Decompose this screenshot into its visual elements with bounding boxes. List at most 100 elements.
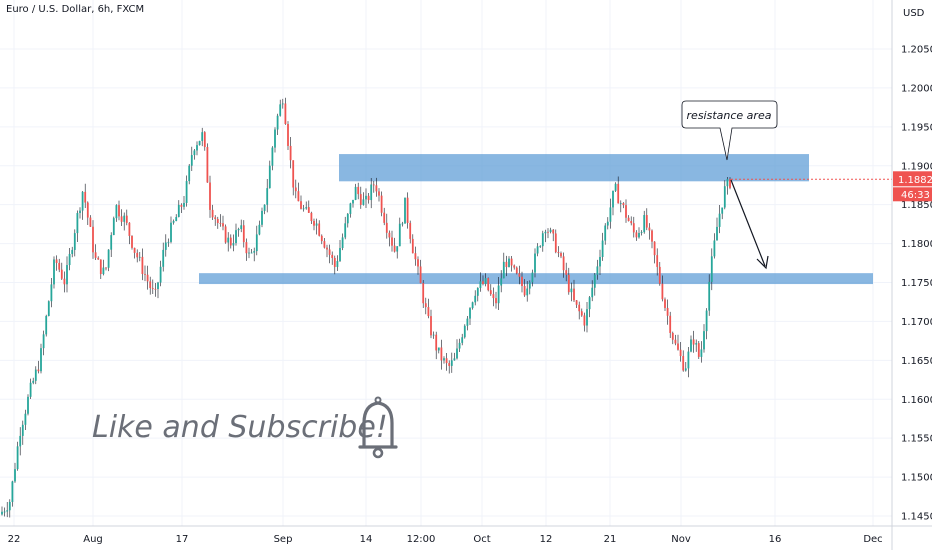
candle-body [565,270,568,275]
x-tick-label: 21 [604,534,617,545]
candle-body [73,233,76,250]
candle [323,238,326,249]
resistance-zone[interactable] [339,154,809,182]
resistance-callout[interactable]: resistance area [681,100,778,161]
candle [521,271,523,293]
candle-body [640,232,643,233]
arrow-head-icon [756,255,769,270]
candle-body [16,446,19,470]
candle [588,296,591,318]
candle-body [580,311,583,316]
y-tick-label: 1.16000 [901,395,932,406]
candle [580,308,583,317]
candle [456,339,458,360]
candle [240,219,243,233]
candle-body [11,481,14,502]
candle-body [721,207,724,214]
candle [614,182,617,192]
candle [411,234,414,254]
candle-body [461,337,464,343]
candle-body [367,195,370,201]
candle [385,213,388,239]
candle-body [320,235,323,242]
candle-body [339,248,341,262]
candle-body [544,231,547,234]
candle-body [331,254,334,258]
candle-body [710,256,713,282]
candle-body [669,315,672,333]
candle-body [630,221,633,224]
candle [81,191,84,220]
x-tick-label: Dec [863,534,882,545]
candle-body [34,369,37,381]
candle [391,230,393,252]
candle-body [263,204,266,211]
candle-body [144,273,146,275]
y-tick-label: 1.17000 [901,317,932,328]
last-price-tag [893,171,932,187]
candle [708,274,711,316]
candle [630,216,633,226]
candle [8,499,11,518]
candle-body [697,343,700,357]
candle [469,307,471,326]
candle-body [105,267,107,269]
candle [42,330,45,356]
bell-clapper [372,447,384,459]
candle [245,238,248,261]
candle [172,219,175,225]
candle-body [190,155,193,166]
candle-body [271,147,274,166]
candle [73,229,76,257]
candle [643,210,646,234]
candle-body [45,315,48,335]
candle-body [240,225,243,229]
candle-body [606,221,609,226]
candle-body [123,215,126,222]
candle-body [50,284,53,302]
candle [729,177,731,190]
candle-body [336,261,339,267]
candle [92,220,94,259]
candle [554,229,557,254]
candle-body [237,228,240,231]
candle [359,186,362,209]
candle-body [66,265,68,285]
candle [370,178,373,209]
support-zone[interactable] [199,273,873,285]
candle-body [401,223,404,225]
candle-body [625,205,627,218]
candle [671,331,674,345]
candle [175,214,178,222]
candle-body [284,103,287,125]
candle-body [575,300,578,305]
candle [710,248,713,291]
candle [188,164,191,185]
candle [640,230,643,236]
candle [128,222,131,245]
candle [398,217,401,247]
candle-body [318,223,321,236]
candle [427,298,430,319]
candle [393,237,396,253]
candle [315,218,318,235]
candle-body [375,185,378,192]
candle-body [253,251,256,253]
candle [635,230,638,241]
y-tick-label: 1.19500 [901,122,932,133]
candle [21,420,24,445]
candle-body [198,140,201,146]
candle [284,97,287,125]
candle-body [149,281,152,289]
candle [606,217,609,230]
bell-icon[interactable] [358,396,398,459]
candle-body [723,186,726,208]
candle-body [294,187,297,192]
candle [661,275,664,302]
candle [349,202,352,218]
candle [219,214,222,227]
candle-body [664,299,666,308]
candle [19,427,22,456]
candle-body [453,358,456,361]
